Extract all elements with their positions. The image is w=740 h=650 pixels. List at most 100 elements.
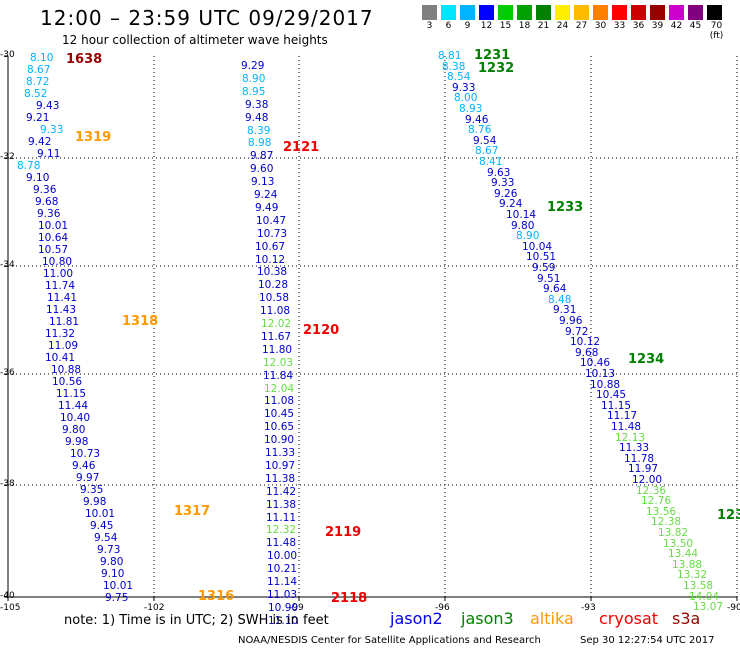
swh-value: 10.28 [258, 279, 289, 292]
swh-value: 12.76 [641, 495, 672, 508]
swh-value: 10.67 [255, 240, 286, 253]
swh-value: 13.88 [672, 558, 703, 571]
swh-value: 12.32 [266, 524, 297, 537]
swh-value: 12.38 [651, 516, 682, 529]
swh-value: 13.58 [683, 580, 714, 592]
swh-value: 8.78 [17, 160, 41, 172]
swh-value: 9.72 [565, 325, 589, 338]
swh-value: 9.80 [62, 424, 86, 436]
pass-time-label: 123 [717, 508, 740, 523]
lon-label: -93 [581, 603, 596, 613]
scale-swatch [441, 5, 456, 20]
swh-value: 12.02 [261, 318, 292, 330]
scale-swatch [612, 5, 627, 20]
swh-value: 8.72 [26, 76, 50, 88]
scale-label: 70 (ft) [709, 21, 724, 41]
swh-value: 14.04 [689, 590, 720, 603]
pass-time-label: 1232 [478, 61, 515, 76]
scale-label: 6 [445, 21, 452, 31]
scale-swatch [479, 5, 494, 20]
pass-time-label: 2120 [303, 323, 340, 338]
swh-value: 11.43 [46, 304, 77, 316]
swh-value: 9.63 [487, 166, 511, 179]
swh-value: 9.98 [83, 496, 107, 508]
pass-time-label: 1638 [66, 52, 103, 67]
swh-value: 10.88 [590, 378, 621, 391]
pass-time-label: 1319 [75, 130, 112, 145]
swh-value: 9.33 [452, 81, 476, 94]
swh-value: 10.73 [257, 227, 288, 240]
swh-value: 10.01 [38, 220, 69, 232]
swh-value: 11.38 [265, 472, 296, 485]
swh-value: 10.14 [506, 209, 537, 221]
scale-swatch [631, 5, 646, 20]
swh-value: 11.33 [619, 442, 650, 455]
swh-value: 9.10 [26, 172, 50, 184]
swh-value: 12.03 [263, 356, 294, 369]
scale-label: 21 [537, 21, 550, 31]
swh-value: 10.58 [259, 292, 290, 305]
swh-value: 8.95 [242, 85, 266, 98]
legend-cryosat: cryosat [599, 609, 659, 628]
swh-value: 9.24 [499, 198, 523, 211]
swh-value: 9.46 [72, 460, 96, 472]
pass-time-label: 1316 [198, 589, 235, 604]
swh-value: 9.97 [76, 472, 100, 484]
legend-jason2: jason2 [390, 609, 443, 628]
swh-value: 9.42 [28, 136, 52, 148]
legend-s3a: s3a [672, 609, 701, 628]
swh-value: 11.74 [45, 280, 76, 292]
scale-label: 36 [632, 21, 645, 31]
swh-value: 11.15 [56, 388, 87, 400]
swh-value: 11.08 [264, 395, 295, 408]
swh-value: 9.46 [465, 113, 489, 126]
swh-value: 9.80 [100, 556, 124, 568]
swh-value: 10.21 [267, 563, 298, 576]
swh-value: 10.01 [103, 580, 134, 592]
footer-credit: NOAA/NESDIS Center for Satellite Applica… [238, 635, 541, 646]
swh-value: 11.41 [47, 292, 78, 304]
swh-value: 10.73 [70, 448, 101, 460]
swh-value: 11.97 [628, 463, 659, 476]
swh-value: 11.15 [601, 399, 632, 412]
footer-timestamp: Sep 30 12:27:54 UTC 2017 [580, 635, 715, 646]
swh-value: 11.84 [263, 369, 294, 382]
swh-value: 10.90 [268, 601, 299, 614]
swh-value: 9.54 [473, 134, 497, 147]
swh-value: 10.04 [522, 240, 553, 253]
swh-value: 8.90 [516, 230, 540, 243]
swh-value: 10.40 [60, 412, 91, 424]
scale-label: 42 [670, 21, 683, 31]
swh-value: 9.45 [90, 520, 114, 532]
swh-value: 13.56 [646, 505, 677, 518]
footer: NOAA/NESDIS Center for Satellite Applica… [238, 635, 714, 646]
swh-value: 10.01 [85, 508, 116, 520]
swh-value: 11.67 [261, 330, 292, 343]
scale-swatch [422, 5, 437, 20]
swh-value: 11.17 [607, 410, 638, 423]
scale-label: 12 [480, 21, 493, 31]
swh-value: 11.00 [43, 268, 74, 280]
scale-label: 15 [499, 21, 512, 31]
swh-value: 9.60 [250, 163, 274, 176]
pass-time-label: 2119 [325, 525, 362, 540]
swh-value: 11.08 [260, 305, 291, 318]
lat-label: -30 [0, 50, 15, 60]
swh-value: 10.00 [267, 550, 298, 563]
swh-value: 8.98 [248, 137, 272, 150]
scale-swatch [536, 5, 551, 20]
swh-value: 11.42 [266, 485, 297, 498]
pass-time-label: 1233 [547, 200, 584, 215]
swh-value: 9.98 [65, 436, 89, 448]
swh-value: 10.12 [255, 253, 286, 266]
swh-value: 13.32 [677, 569, 708, 582]
swh-value: 10.90 [264, 434, 295, 447]
swh-value: 10.56 [52, 376, 83, 388]
scale-swatch [669, 5, 684, 20]
swh-value: 9.13 [251, 176, 275, 189]
swh-value: 9.59 [532, 262, 556, 274]
swh-value: 11.48 [266, 537, 297, 550]
swh-value: 9.43 [36, 100, 60, 112]
swh-value: 8.81 [438, 50, 462, 62]
